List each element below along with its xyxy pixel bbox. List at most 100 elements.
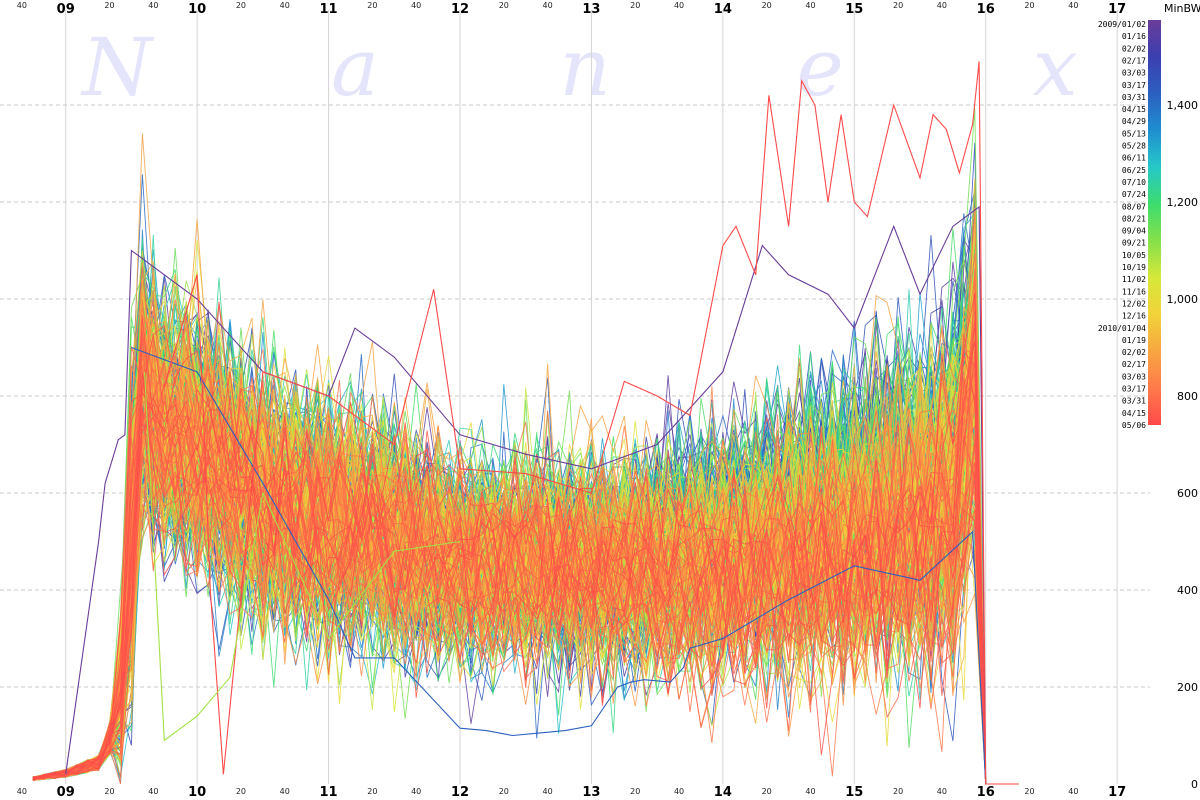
series-line (32, 340, 1019, 785)
x-minute-tick-bottom: 20 (1024, 787, 1034, 796)
series-line (32, 390, 1019, 785)
x-hour-tick-bottom: 16 (977, 785, 995, 800)
legend-label: 02/02 (1122, 348, 1146, 357)
legend-label: 11/02 (1122, 275, 1146, 284)
y-tick-label: 400 (1177, 584, 1198, 597)
series-line (32, 293, 1019, 785)
series-line (32, 268, 1019, 785)
series-line (32, 300, 1019, 785)
legend-label: 12/02 (1122, 299, 1146, 308)
series-line (32, 301, 1019, 785)
x-minute-tick-bottom: 40 (674, 787, 684, 796)
x-minute-tick-top: 20 (630, 1, 640, 10)
series-line (32, 354, 1019, 785)
x-hour-tick-top: 09 (57, 2, 75, 17)
watermark-letter: N (80, 21, 155, 114)
legend-label: 2010/01/04 (1098, 324, 1146, 333)
series-line (32, 407, 1019, 785)
x-minute-tick-top: 40 (937, 1, 947, 10)
x-hour-tick-bottom: 17 (1108, 785, 1126, 800)
color-scale-bar (1148, 20, 1161, 425)
series-line (32, 377, 1019, 785)
legend-label: 03/17 (1122, 385, 1146, 394)
x-minute-tick-top: 40 (1068, 1, 1078, 10)
legend-label: 2009/01/02 (1098, 20, 1146, 29)
x-minute-tick-bottom: 40 (937, 787, 947, 796)
legend-label: 10/05 (1122, 251, 1146, 260)
x-minute-tick-bottom: 40 (280, 787, 290, 796)
x-minute-tick-top: 40 (17, 1, 27, 10)
x-hour-tick-top: 13 (582, 2, 600, 17)
x-minute-tick-bottom: 20 (499, 787, 509, 796)
x-minute-tick-top: 20 (1024, 1, 1034, 10)
series-line (32, 178, 1019, 785)
y-tick-label: 200 (1177, 681, 1198, 694)
x-minute-tick-bottom: 40 (543, 787, 553, 796)
x-hour-tick-bottom: 11 (320, 785, 338, 800)
x-minute-tick-bottom: 40 (17, 787, 27, 796)
y-tick-label: 600 (1177, 487, 1198, 500)
legend-label: 03/03 (1122, 69, 1146, 78)
x-minute-tick-bottom: 40 (1068, 787, 1078, 796)
legend-label: 03/31 (1122, 397, 1146, 406)
x-hour-tick-top: 17 (1108, 2, 1126, 17)
x-minute-tick-top: 20 (762, 1, 772, 10)
legend-label: 02/02 (1122, 44, 1146, 53)
x-hour-tick-top: 10 (188, 2, 206, 17)
x-minute-tick-bottom: 20 (893, 787, 903, 796)
legend-label: 02/17 (1122, 56, 1146, 65)
x-hour-tick-top: 12 (451, 2, 469, 17)
legend-label: 12/16 (1122, 312, 1146, 321)
series-line (32, 318, 1019, 785)
series-line-highlight (131, 346, 987, 785)
legend-label: 09/04 (1122, 227, 1146, 236)
x-minute-tick-top: 20 (367, 1, 377, 10)
series-line (32, 247, 1019, 785)
x-minute-tick-bottom: 40 (148, 787, 158, 796)
legend-label: 07/24 (1122, 190, 1146, 199)
legend-label: 04/15 (1122, 105, 1146, 114)
x-hour-tick-bottom: 13 (582, 785, 600, 800)
series-line (32, 372, 1019, 785)
x-minute-tick-top: 40 (805, 1, 815, 10)
watermark-letter: e (796, 21, 843, 114)
series-line (32, 324, 1019, 785)
series-line (32, 316, 1019, 785)
legend-label: 03/31 (1122, 93, 1146, 102)
series-line (32, 328, 1019, 785)
legend-label: 05/13 (1122, 129, 1146, 138)
legend-label: 03/17 (1122, 81, 1146, 90)
x-minute-tick-top: 20 (499, 1, 509, 10)
series-line-highlight (163, 61, 987, 785)
y-unit-label: MinBW (1164, 2, 1200, 15)
y-tick-label: 800 (1177, 390, 1198, 403)
x-minute-tick-top: 40 (280, 1, 290, 10)
x-minute-tick-top: 40 (411, 1, 421, 10)
y-tick-label: 1,000 (1167, 293, 1199, 306)
x-hour-tick-bottom: 10 (188, 785, 206, 800)
series-line (32, 295, 1019, 785)
series-line (32, 327, 1019, 785)
x-hour-tick-top: 16 (977, 2, 995, 17)
series-line (32, 253, 1019, 785)
series-line-highlight (144, 371, 461, 742)
legend-label: 06/25 (1122, 166, 1146, 175)
series-line (32, 397, 1019, 785)
x-hour-tick-bottom: 14 (714, 785, 732, 800)
x-minute-tick-top: 20 (893, 1, 903, 10)
x-minute-tick-bottom: 20 (630, 787, 640, 796)
legend-label: 05/28 (1122, 142, 1146, 151)
x-minute-tick-top: 40 (148, 1, 158, 10)
x-hour-tick-bottom: 15 (845, 785, 863, 800)
legend-label: 10/19 (1122, 263, 1146, 272)
series-line (32, 416, 1019, 785)
legend-label: 02/17 (1122, 360, 1146, 369)
legend-label: 04/29 (1122, 117, 1146, 126)
series-lines (32, 61, 1019, 785)
x-minute-tick-bottom: 40 (411, 787, 421, 796)
legend-label: 08/21 (1122, 214, 1146, 223)
legend-label: 09/21 (1122, 239, 1146, 248)
